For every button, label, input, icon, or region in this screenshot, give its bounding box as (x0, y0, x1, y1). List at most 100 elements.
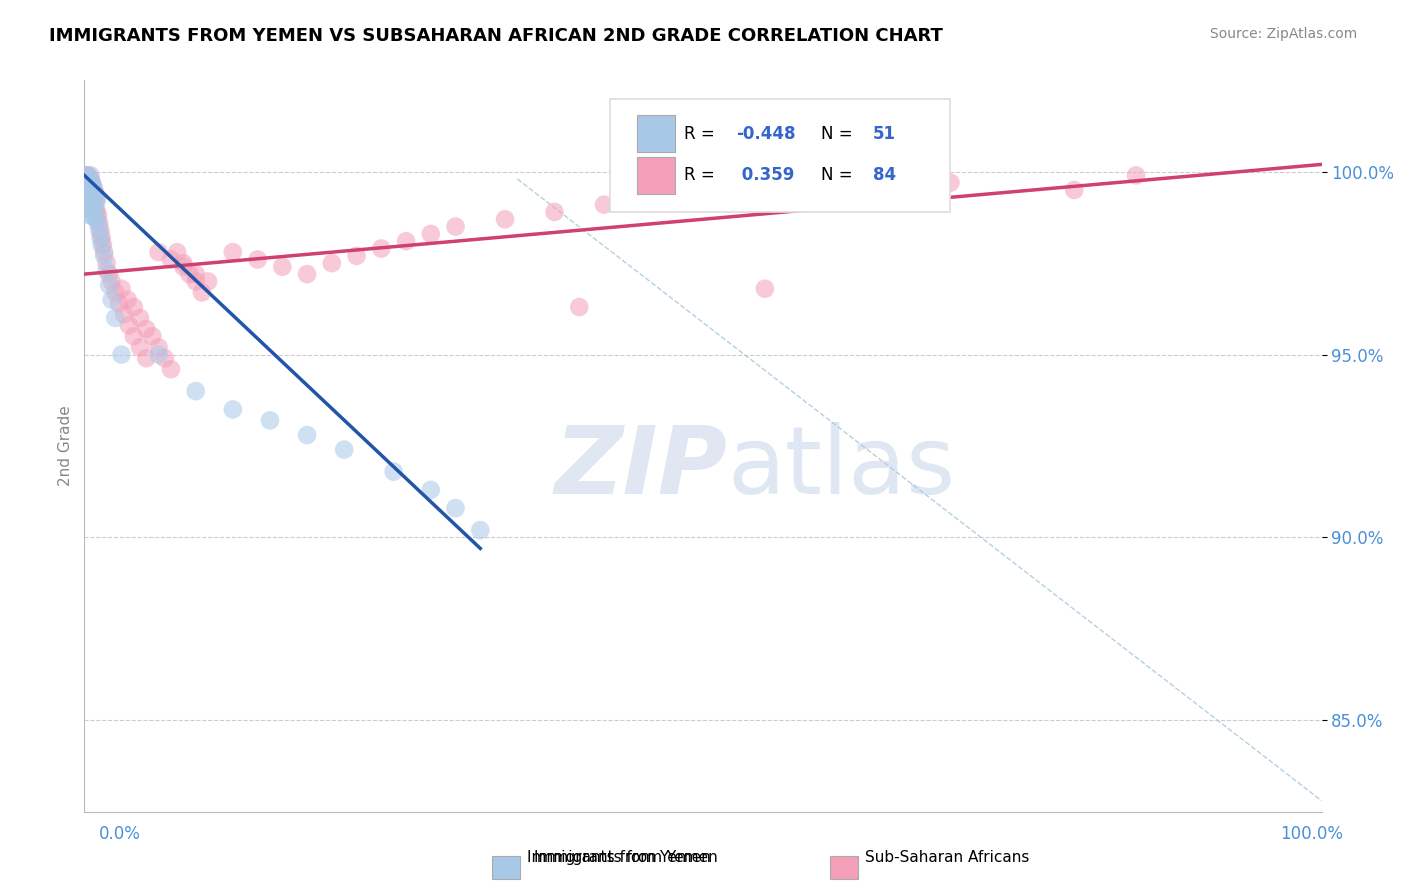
Point (89, 223, 111, 237)
Point (83, 202, 105, 216)
Point (79, 197, 101, 211)
Point (543, 205, 565, 219)
Point (75, 176, 97, 190)
Point (98, 267, 121, 281)
Text: Immigrants from Yemen: Immigrants from Yemen (527, 850, 711, 865)
Point (333, 442, 356, 457)
Point (100, 274, 122, 288)
Point (166, 245, 188, 260)
Point (86, 205, 108, 219)
Point (79, 186, 101, 201)
Point (129, 311, 152, 326)
Point (568, 300, 591, 314)
Point (77, 169, 100, 183)
Point (122, 300, 145, 314)
Text: N =: N = (821, 125, 852, 143)
Point (77, 179, 100, 194)
Point (76, 169, 98, 183)
Point (419, 483, 441, 497)
Point (346, 249, 368, 263)
Point (148, 340, 170, 354)
Point (80, 183, 103, 197)
Point (82, 179, 104, 194)
Point (83, 183, 105, 197)
Point (153, 351, 176, 366)
Point (197, 274, 219, 288)
Point (444, 219, 467, 234)
Text: Sub-Saharan Africans: Sub-Saharan Africans (865, 850, 1029, 865)
FancyBboxPatch shape (637, 115, 675, 152)
Point (295, 428, 318, 442)
Text: 84: 84 (873, 167, 896, 185)
Point (395, 234, 418, 248)
Point (79, 169, 101, 183)
Text: IMMIGRANTS FROM YEMEN VS SUBSAHARAN AFRICAN 2ND GRADE CORRELATION CHART: IMMIGRANTS FROM YEMEN VS SUBSAHARAN AFRI… (49, 27, 943, 45)
Point (110, 282, 132, 296)
Point (79, 179, 101, 194)
Point (82, 190, 104, 204)
Point (754, 282, 776, 296)
Point (246, 252, 269, 267)
Point (83, 186, 105, 201)
Point (79, 176, 101, 190)
FancyBboxPatch shape (610, 99, 950, 212)
Point (172, 260, 194, 274)
Point (643, 190, 665, 204)
Point (96, 263, 118, 277)
Point (79, 209, 101, 223)
Point (259, 413, 281, 427)
Point (80, 197, 103, 211)
Point (79, 197, 101, 211)
Text: R =: R = (685, 125, 716, 143)
Point (112, 307, 135, 321)
Point (80, 209, 103, 223)
Point (754, 176, 776, 190)
Point (179, 267, 201, 281)
Point (939, 176, 962, 190)
Point (160, 362, 183, 376)
Point (80, 186, 103, 201)
Point (77, 176, 100, 190)
Point (118, 318, 141, 333)
Point (91, 238, 114, 252)
Point (104, 285, 127, 300)
Point (141, 329, 163, 343)
Text: Immigrants from Yemen: Immigrants from Yemen (534, 850, 718, 865)
Text: 0.0%: 0.0% (98, 825, 141, 843)
Point (75, 169, 97, 183)
Point (76, 183, 98, 197)
Point (295, 267, 318, 281)
Point (77, 190, 100, 204)
Text: 100.0%: 100.0% (1279, 825, 1343, 843)
Point (1063, 183, 1085, 197)
Point (82, 205, 104, 219)
Point (82, 179, 104, 194)
Point (470, 523, 492, 537)
Point (148, 245, 170, 260)
Point (90, 230, 112, 244)
Point (593, 197, 616, 211)
Point (93, 245, 115, 260)
Text: R =: R = (685, 167, 716, 185)
Point (79, 186, 101, 201)
Point (148, 348, 170, 362)
Point (76, 183, 98, 197)
Point (84, 186, 107, 201)
Point (184, 384, 207, 399)
Point (98, 278, 121, 293)
Point (79, 197, 101, 211)
Text: -0.448: -0.448 (737, 125, 796, 143)
Point (89, 223, 111, 237)
Text: 0.359: 0.359 (737, 167, 794, 185)
Point (82, 190, 104, 204)
Point (82, 205, 104, 219)
Point (444, 501, 467, 516)
Point (87, 216, 110, 230)
Point (75, 172, 97, 186)
Point (76, 172, 98, 186)
Point (494, 212, 516, 227)
Point (79, 172, 101, 186)
Point (77, 186, 100, 201)
Point (191, 285, 214, 300)
Point (79, 179, 101, 194)
